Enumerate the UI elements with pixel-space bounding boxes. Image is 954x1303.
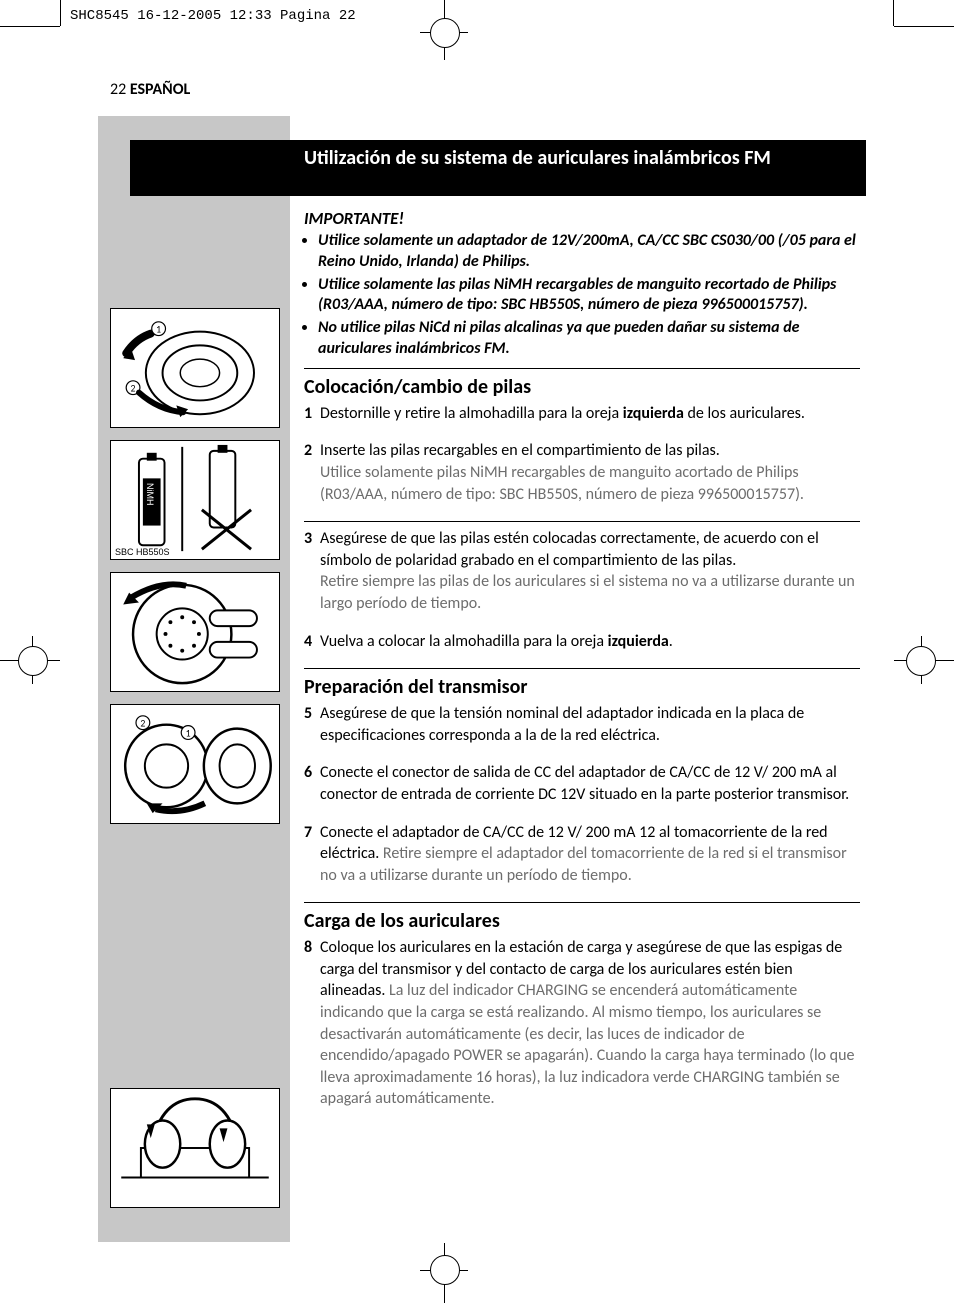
svg-text:2: 2 [131, 383, 136, 395]
important-item: Utilice solamente las pilas NiMH recarga… [318, 275, 860, 317]
step-body: Coloque los auriculares en la estación d… [320, 937, 860, 1110]
illustration-polarity [110, 572, 280, 692]
divider [304, 521, 860, 522]
step: 1 Destornille y retire la almohadilla pa… [304, 403, 860, 425]
step: 5 Asegúrese de que la tensión nominal de… [304, 703, 860, 746]
step-body: Asegúrese de que las pilas estén colocad… [320, 528, 860, 614]
step-body: Asegúrese de que la tensión nominal del … [320, 703, 860, 746]
divider [304, 368, 860, 369]
step-body: Conecte el adaptador de CA/CC de 12 V/ 2… [320, 822, 860, 887]
svg-text:1: 1 [186, 727, 191, 739]
step-body: Destornille y retire la almohadilla para… [320, 403, 860, 425]
step: 4 Vuelva a colocar la almohadilla para l… [304, 631, 860, 653]
important-list: Utilice solamente un adaptador de 12V/20… [304, 231, 860, 360]
step-number: 7 [304, 822, 320, 887]
slugline: SHC8545 16-12-2005 12:33 Pagina 22 [70, 8, 356, 24]
page: SHC8545 16-12-2005 12:33 Pagina 22 22 ES… [0, 0, 954, 1303]
step-body: Inserte las pilas recargables en el comp… [320, 440, 860, 505]
important-item: Utilice solamente un adaptador de 12V/20… [318, 231, 860, 273]
important-label: IMPORTANTE! [304, 208, 860, 229]
step-body: Conecte el conector de salida de CC del … [320, 762, 860, 805]
divider [304, 902, 860, 903]
step-number: 8 [304, 937, 320, 1110]
divider [304, 668, 860, 669]
step-number: 5 [304, 703, 320, 746]
language-label: ESPAÑOL [130, 80, 190, 99]
step-number: 4 [304, 631, 320, 653]
step: 7 Conecte el adaptador de CA/CC de 12 V/… [304, 822, 860, 887]
step: 3 Asegúrese de que las pilas estén coloc… [304, 528, 860, 614]
illustration-remove-pad: 1 2 [110, 308, 280, 428]
section-title: Carga de los auriculares [304, 909, 860, 933]
step-number: 2 [304, 440, 320, 505]
illustration-replace-pad: 2 1 [110, 704, 280, 824]
step: 2 Inserte las pilas recargables en el co… [304, 440, 860, 505]
section-title-bar: Utilización de su sistema de auriculares… [130, 140, 866, 196]
important-item: No utilice pilas NiCd ni pilas alcalinas… [318, 318, 860, 360]
step: 6 Conecte el conector de salida de CC de… [304, 762, 860, 805]
page-number: 22 [110, 80, 126, 99]
illustration-batteries: SBC HB550S NiMH [110, 440, 280, 560]
step: 8 Coloque los auriculares en la estación… [304, 937, 860, 1110]
svg-text:2: 2 [140, 718, 145, 730]
step-number: 6 [304, 762, 320, 805]
battery-chem-label: NiMH [145, 483, 155, 506]
illustration-charging [110, 1088, 280, 1208]
step-number: 3 [304, 528, 320, 614]
section-title: Colocación/cambio de pilas [304, 375, 860, 399]
step-number: 1 [304, 403, 320, 425]
content-column: IMPORTANTE! Utilice solamente un adaptad… [304, 208, 860, 1110]
section-title: Preparación del transmisor [304, 675, 860, 699]
page-header: 22 ESPAÑOL [110, 80, 190, 99]
step-body: Vuelva a colocar la almohadilla para la … [320, 631, 860, 653]
svg-text:1: 1 [156, 324, 161, 336]
battery-type-label: SBC HB550S [115, 547, 170, 557]
